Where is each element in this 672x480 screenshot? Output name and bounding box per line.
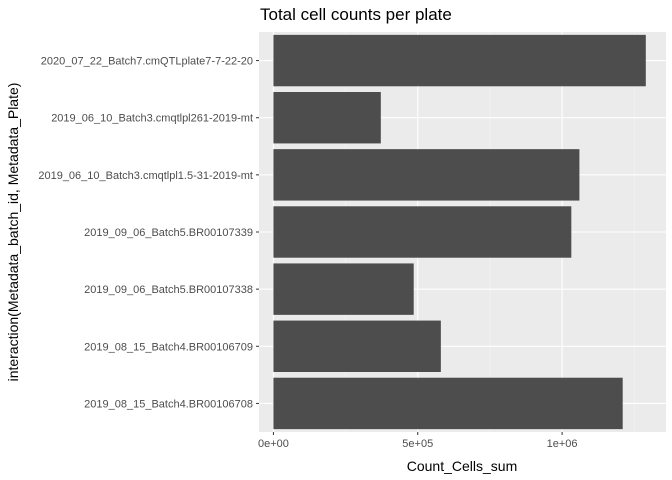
x-tick-label: 0e+00 bbox=[258, 438, 289, 450]
y-tick-label: 2020_07_22_Batch7.cmQTLplate7-7-22-20 bbox=[41, 56, 253, 68]
bars bbox=[273, 34, 646, 430]
y-tick-labels: 2020_07_22_Batch7.cmQTLplate7-7-22-20 201… bbox=[38, 56, 259, 410]
y-tick-label: 2019_08_15_Batch4.BR00106708 bbox=[84, 398, 253, 410]
x-tick-label: 1e+06 bbox=[547, 438, 578, 450]
y-tick-label: 2019_06_10_Batch3.cmqtlpl1.5-31-2019-mt bbox=[38, 170, 253, 182]
chart-title: Total cell counts per plate bbox=[260, 5, 452, 24]
bar bbox=[273, 206, 572, 258]
y-tick-label: 2019_06_10_Batch3.cmqtlpl261-2019-mt bbox=[51, 113, 253, 125]
bar bbox=[273, 320, 441, 372]
bar bbox=[273, 34, 646, 87]
x-tick-label: 5e+05 bbox=[402, 438, 433, 450]
bar bbox=[273, 263, 414, 315]
y-tick-label: 2019_08_15_Batch4.BR00106709 bbox=[84, 341, 253, 353]
y-axis-title: interaction(Metadata_batch_id, Metadata_… bbox=[5, 83, 21, 382]
y-tick-label: 2019_09_06_Batch5.BR00107339 bbox=[84, 227, 253, 239]
y-tick-label: 2019_09_06_Batch5.BR00107338 bbox=[84, 284, 253, 296]
x-tick-labels: 0e+00 5e+05 1e+06 bbox=[258, 432, 578, 450]
bar bbox=[273, 92, 381, 144]
bar bbox=[273, 377, 623, 430]
x-axis-title: Count_Cells_sum bbox=[407, 458, 518, 474]
bar bbox=[273, 149, 580, 201]
